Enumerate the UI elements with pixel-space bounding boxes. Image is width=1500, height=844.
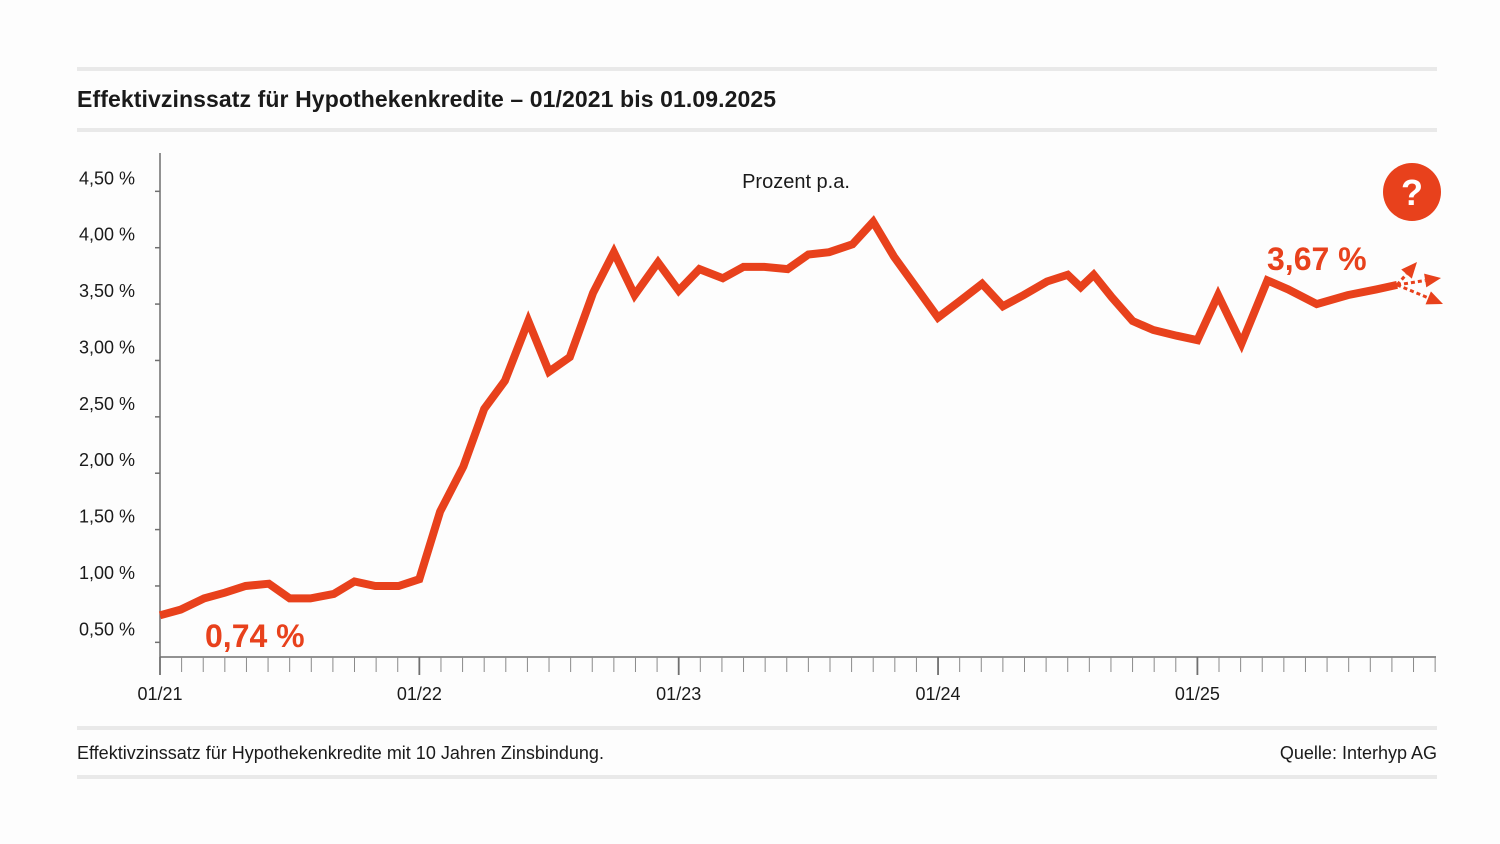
- top-rule: [77, 67, 1437, 71]
- start-value-label: 0,74 %: [205, 618, 305, 654]
- y-tick-marks: [155, 190, 160, 644]
- y-tick-label: 3,00 %: [79, 337, 135, 357]
- footer-bottom-rule: [77, 775, 1437, 779]
- forecast-arrows: [1395, 262, 1443, 305]
- help-button-circle[interactable]: [1383, 163, 1441, 221]
- x-tick-label: 01/22: [397, 684, 442, 704]
- unit-label: Prozent p.a.: [742, 171, 850, 193]
- y-tick-label: 2,50 %: [79, 394, 135, 414]
- x-tick-marks: [159, 657, 1436, 675]
- forecast-arrow-shaft: [1395, 273, 1408, 286]
- axes: [159, 153, 1436, 658]
- series-line: [158, 215, 1398, 620]
- x-tick-label: 01/21: [137, 684, 182, 704]
- x-tick-labels: 01/21 01/22 01/23 01/24 01/25: [137, 684, 1219, 704]
- y-tick-label: 4,00 %: [79, 225, 135, 245]
- y-tick-label: 1,50 %: [79, 507, 135, 527]
- forecast-arrow-head: [1424, 273, 1441, 288]
- y-tick-labels: 0,50 % 1,00 % 1,50 % 2,00 % 2,50 % 3,00 % 3,50…: [79, 168, 135, 639]
- y-tick-label: 2,00 %: [79, 450, 135, 470]
- forecast-arrow-head: [1401, 262, 1417, 279]
- y-tick-label: 3,50 %: [79, 281, 135, 301]
- footer-top-rule: [77, 726, 1437, 730]
- title-rule: [77, 128, 1437, 132]
- chart-title: Effektivzinssatz für Hypothekenkredite –…: [77, 86, 777, 112]
- forecast-arrow-head: [1425, 291, 1443, 305]
- end-value-label: 3,67 %: [1267, 241, 1367, 277]
- y-tick-label: 4,50 %: [79, 168, 135, 188]
- y-tick-label: 1,00 %: [79, 563, 135, 583]
- footnote: Effektivzinssatz für Hypothekenkredite m…: [77, 743, 604, 763]
- question-mark-icon: ?: [1401, 172, 1423, 213]
- x-tick-label: 01/24: [916, 684, 961, 704]
- forecast-arrow-shaft: [1396, 283, 1429, 300]
- source-label: Quelle: Interhyp AG: [1279, 743, 1437, 763]
- x-tick-label: 01/25: [1175, 684, 1220, 704]
- y-tick-label: 0,50 %: [79, 619, 135, 639]
- forecast-arrow-shaft: [1396, 279, 1426, 287]
- help-button[interactable]: ?: [1383, 163, 1441, 221]
- x-tick-label: 01/23: [656, 684, 701, 704]
- series-layer: [158, 215, 1398, 620]
